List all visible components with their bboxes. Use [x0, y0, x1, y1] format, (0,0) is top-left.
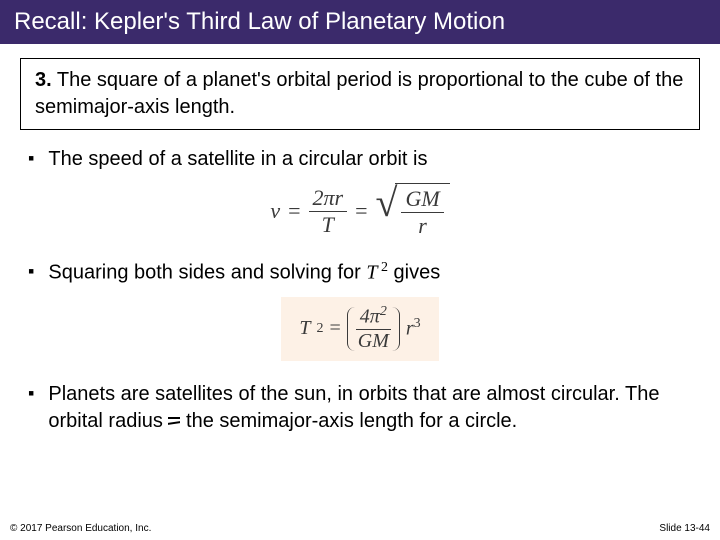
bullet-mark-icon: ▪ [28, 383, 34, 404]
bullet-1-text: The speed of a satellite in a circular o… [48, 146, 427, 173]
slide-title: Recall: Kepler's Third Law of Planetary … [14, 8, 505, 35]
formula-1-eq2: = [355, 198, 367, 224]
formula-1-sqrt: √ GM r [376, 183, 450, 239]
bullet-item-1: ▪ The speed of a satellite in a circular… [28, 146, 692, 173]
bullet-2b: gives [388, 262, 440, 284]
formula-1-v: v [270, 198, 280, 224]
formula-2-block: T2 = 4π2 GM r3 [28, 297, 692, 361]
bullet-2-exp: 2 [378, 260, 389, 275]
bullet-3b: the semimajor-axis length for a circle. [180, 410, 517, 432]
bullet-mark-icon: ▪ [28, 261, 34, 282]
formula-1-num1: 2πr [309, 185, 348, 212]
formula-2-paren: 4π2 GM [347, 307, 400, 351]
bullet-mark-icon: ▪ [28, 148, 34, 169]
bullet-item-3: ▪ Planets are satellites of the sun, in … [28, 381, 692, 435]
slide-footer: © 2017 Pearson Education, Inc. Slide 13-… [10, 523, 710, 534]
formula-2-den: GM [354, 330, 393, 353]
formula-1-den1: T [318, 212, 338, 238]
formula-1-sqrt-body: GM r [395, 183, 449, 239]
formula-1-den2: r [414, 213, 431, 239]
formula-1-block: v = 2πr T = √ GM r [28, 183, 692, 239]
formula-1-eq1: = [288, 198, 300, 224]
formula-1: v = 2πr T = √ GM r [270, 183, 449, 239]
bullet-list: ▪ The speed of a satellite in a circular… [0, 146, 720, 435]
bullet-3-text: Planets are satellites of the sun, in or… [48, 381, 692, 435]
sqrt-icon: √ [376, 183, 398, 239]
copyright-text: © 2017 Pearson Education, Inc. [10, 523, 151, 534]
formula-1-num2: GM [401, 186, 443, 213]
formula-2-T: T [299, 317, 310, 340]
formula-2: T2 = 4π2 GM r3 [281, 297, 438, 361]
approx-equal-icon [168, 414, 180, 428]
law-number: 3. [35, 69, 52, 91]
bullet-2a: Squaring both sides and solving for [48, 262, 366, 284]
formula-2-eq: = [329, 317, 340, 340]
formula-2-r: r3 [406, 316, 421, 341]
formula-2-exp2: 2 [316, 321, 323, 337]
bullet-item-2: ▪ Squaring both sides and solving for T … [28, 259, 692, 287]
bullet-2-T: T [366, 262, 377, 284]
bullet-2-text: Squaring both sides and solving for T 2 … [48, 259, 440, 287]
law-statement-box: 3. The square of a planet's orbital peri… [20, 58, 700, 130]
formula-2-num: 4π2 [356, 304, 391, 330]
slide-title-bar: Recall: Kepler's Third Law of Planetary … [0, 0, 720, 44]
law-text: The square of a planet's orbital period … [35, 69, 683, 118]
formula-1-frac1: 2πr T [309, 185, 348, 238]
slide-number: Slide 13-44 [659, 523, 710, 534]
